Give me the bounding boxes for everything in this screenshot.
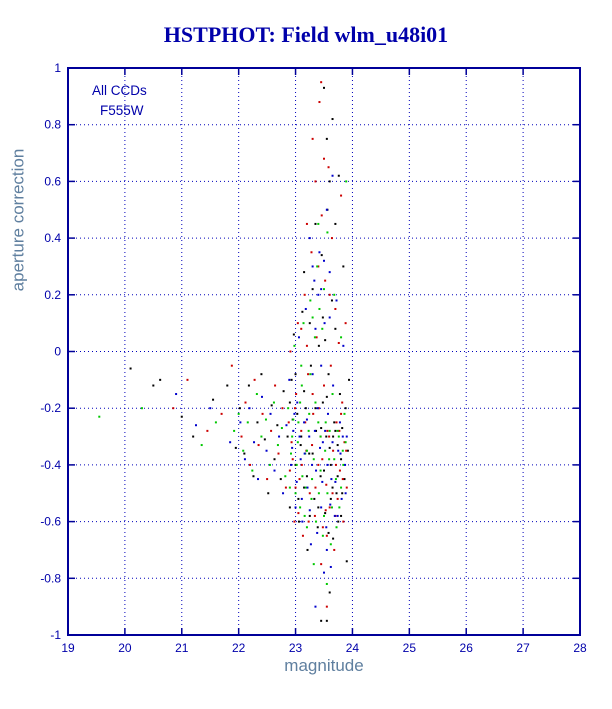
x-tick-label: 28 (573, 641, 587, 655)
x-tick-label: 19 (61, 641, 75, 655)
y-tick-label: 0.6 (44, 174, 61, 188)
points-ccd-black (129, 86, 351, 622)
y-tick-label: 1 (54, 61, 61, 75)
y-tick-label: -0.6 (40, 515, 61, 529)
x-tick-label: 26 (460, 641, 474, 655)
x-tick-labels: 19 20 21 22 23 24 25 26 27 28 (61, 641, 587, 655)
y-tick-label: 0.2 (44, 288, 61, 302)
y-tick-label: 0 (54, 345, 61, 359)
gridlines (68, 68, 580, 635)
y-tick-label: 0.8 (44, 118, 61, 132)
y-axis-label-container: aperture correction (2, 70, 34, 370)
plot-border (67, 67, 581, 636)
x-axis-label: magnitude (284, 656, 364, 675)
plot-annotation: F555W (100, 103, 144, 118)
points-ccd-green (98, 180, 348, 585)
x-tick-label: 24 (346, 641, 360, 655)
points-ccd-red (172, 81, 348, 608)
points-ccd-blue (175, 174, 348, 608)
y-tick-label: -0.8 (40, 571, 61, 585)
plot-annotation: All CCDs (92, 83, 147, 98)
page-title: HSTPHOT: Field wlm_u48i01 (163, 22, 449, 47)
x-tick-label: 27 (516, 641, 530, 655)
x-tick-label: 25 (403, 641, 417, 655)
y-tick-label: -1 (50, 628, 61, 642)
y-tick-label: -0.2 (40, 401, 61, 415)
x-tick-label: 20 (118, 641, 132, 655)
x-tick-label: 23 (289, 641, 303, 655)
x-tick-label: 21 (175, 641, 189, 655)
y-tick-label: 0.4 (44, 231, 61, 245)
y-tick-label: -0.4 (40, 458, 61, 472)
y-tick-labels: -1 -0.8 -0.6 -0.4 -0.2 0 0.2 0.4 0.6 0.8 1 (40, 61, 61, 642)
y-axis-label: aperture correction (8, 148, 27, 292)
x-tick-label: 22 (232, 641, 246, 655)
